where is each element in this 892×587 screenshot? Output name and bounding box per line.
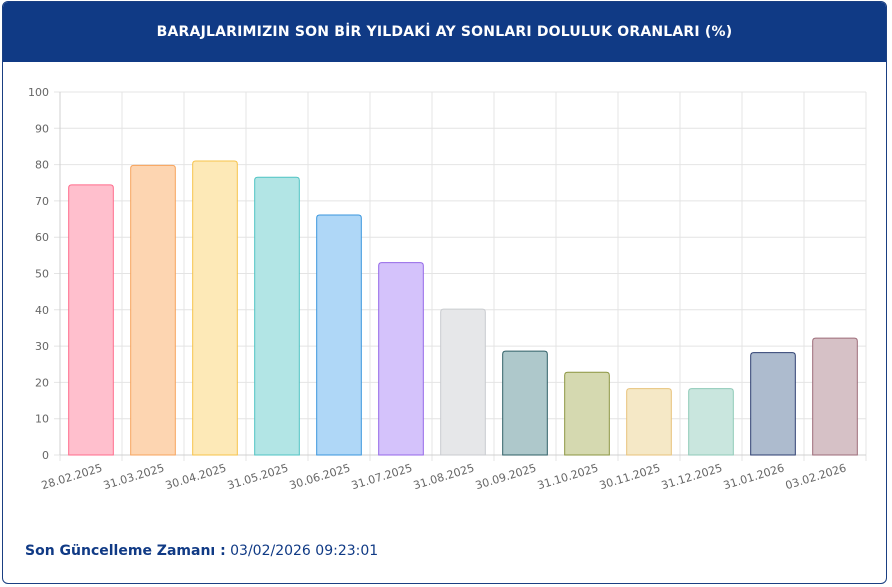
bar-chart: 0 10 20 30 40 50 60 70 80 90 100 28.02.202531.03.20… xyxy=(28,86,867,492)
x-tick-label: 30.11.2025 xyxy=(598,461,662,492)
chart-title: BARAJLARIMIZIN SON BİR YILDAKİ AY SONLAR… xyxy=(3,2,886,62)
last-updated-label: Son Güncelleme Zamanı : xyxy=(25,543,226,559)
bar xyxy=(440,308,486,456)
x-tick-label: 30.04.2025 xyxy=(164,461,228,492)
bar xyxy=(750,352,796,456)
y-tick-label: 40 xyxy=(35,304,49,317)
x-tick-label: 30.09.2025 xyxy=(474,461,538,492)
y-tick-label: 20 xyxy=(35,376,49,389)
x-tick-label: 31.07.2025 xyxy=(350,461,414,492)
bar xyxy=(316,214,362,456)
bar xyxy=(68,184,114,456)
bar xyxy=(502,350,548,456)
x-tick-label: 31.01.2026 xyxy=(722,461,786,492)
bar xyxy=(130,164,176,456)
bar xyxy=(192,160,238,456)
y-tick-label: 100 xyxy=(28,86,49,99)
bar xyxy=(378,262,424,456)
x-tick-label: 03.02.2026 xyxy=(784,461,848,492)
chart-area: 0 10 20 30 40 50 60 70 80 90 100 28.02.2025 31.03.20… xyxy=(3,62,886,532)
x-tick-label: 31.03.2025 xyxy=(102,461,166,492)
x-tick-label: 31.05.2025 xyxy=(226,461,290,492)
x-tick-label: 31.12.2025 xyxy=(660,461,724,492)
bar xyxy=(688,388,734,456)
bar xyxy=(564,371,610,456)
y-tick-label: 0 xyxy=(42,449,49,462)
last-updated-value: 03/02/2026 09:23:01 xyxy=(230,543,379,559)
bar xyxy=(812,337,858,456)
last-updated: Son Güncelleme Zamanı : 03/02/2026 09:23… xyxy=(25,543,378,559)
y-tick-label: 60 xyxy=(35,231,49,244)
y-tick-label: 10 xyxy=(35,413,49,426)
y-tick-label: 80 xyxy=(35,159,49,172)
x-tick-label: 28.02.2025 xyxy=(40,461,104,492)
y-tick-label: 50 xyxy=(35,268,49,281)
x-tick-label: 30.06.2025 xyxy=(288,461,352,492)
bar xyxy=(626,388,672,456)
bar xyxy=(254,176,300,456)
y-tick-label: 70 xyxy=(35,195,49,208)
y-tick-label: 90 xyxy=(35,122,49,135)
x-tick-label: 31.10.2025 xyxy=(536,461,600,492)
y-tick-label: 30 xyxy=(35,340,49,353)
x-tick-label: 31.08.2025 xyxy=(412,461,476,492)
